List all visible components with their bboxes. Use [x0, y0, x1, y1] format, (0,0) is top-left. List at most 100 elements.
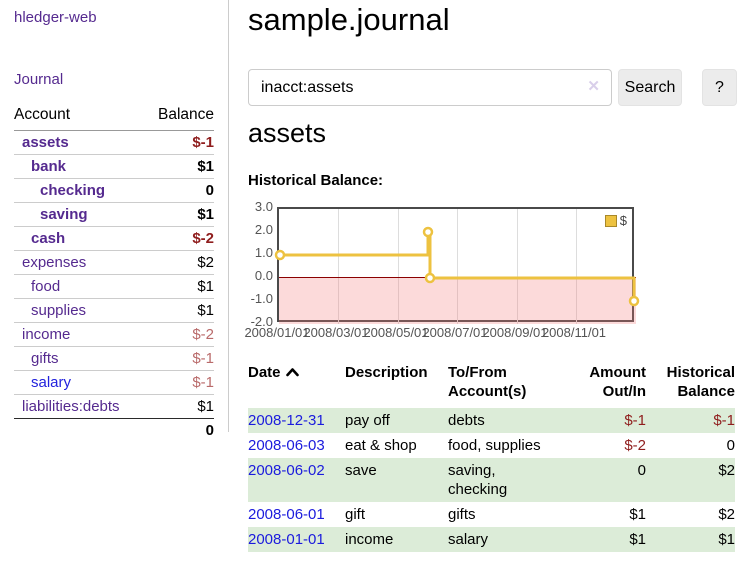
y-tick-label: -2.0 — [250, 314, 273, 329]
app-title-link[interactable]: hledger-web — [14, 9, 97, 26]
description-cell: pay off — [345, 412, 390, 429]
account-balance: 0 — [144, 178, 214, 203]
date-link[interactable]: 2008-06-01 — [248, 506, 325, 523]
account-row: cash $-2 — [14, 226, 214, 251]
account-link-cash[interactable]: cash — [31, 230, 66, 247]
account-balance: $2 — [144, 250, 214, 275]
balance-cell: $-1 — [713, 412, 735, 429]
account-row: salary $-1 — [14, 370, 214, 395]
account-row: supplies $1 — [14, 298, 214, 323]
gridline — [338, 209, 339, 324]
amount-cell: $1 — [629, 506, 646, 523]
chart-plot-area: $ — [274, 207, 640, 324]
date-link[interactable]: 2008-01-01 — [248, 531, 325, 548]
accounts-cell: salary — [448, 531, 489, 548]
account-balance: $-1 — [144, 370, 214, 395]
x-tick-label: 2008/09/01 — [482, 325, 548, 340]
account-heading: assets — [248, 118, 327, 148]
series-label: $ — [619, 213, 627, 228]
y-tick-label: 2.0 — [254, 222, 273, 237]
search-button[interactable]: Search — [618, 69, 682, 106]
search-form: ✕ Search ? — [248, 69, 742, 106]
account-link-saving[interactable]: saving — [40, 206, 88, 223]
accounts-header-balance: Balance — [144, 103, 214, 131]
description-cell: eat & shop — [345, 437, 417, 454]
accounts-cell: gifts — [448, 506, 476, 523]
register-header-balance: Historical Balance — [666, 364, 735, 400]
account-balance: $-2 — [144, 322, 214, 347]
y-tick-label: 3.0 — [254, 199, 273, 214]
balance-cell: $2 — [718, 506, 735, 523]
gridline — [517, 209, 518, 324]
register-row: 2008-06-01 gift gifts $1 $2 — [248, 502, 735, 527]
sidebar-divider — [228, 0, 229, 432]
balance-cell: $2 — [718, 462, 735, 479]
register-header-description: Description — [345, 364, 428, 381]
account-balance: $-1 — [144, 346, 214, 371]
search-input[interactable] — [248, 69, 612, 106]
account-balance: $1 — [144, 298, 214, 323]
gridline — [398, 209, 399, 324]
account-link-expenses[interactable]: expenses — [22, 254, 87, 271]
account-row: saving $1 — [14, 202, 214, 227]
date-link[interactable]: 2008-06-03 — [248, 437, 325, 454]
balance-cell: 0 — [726, 437, 735, 454]
account-row: assets $-1 — [14, 130, 214, 155]
x-tick-label: 2008/01/01 — [244, 325, 310, 340]
account-balance: $-2 — [144, 226, 214, 251]
account-link-gifts[interactable]: gifts — [31, 350, 59, 367]
description-cell: gift — [345, 506, 366, 523]
x-tick-label: 2008/07/01 — [422, 325, 488, 340]
y-tick-label: -1.0 — [250, 291, 273, 306]
x-tick-label: 2008/05/01 — [363, 325, 429, 340]
register-header-row: Date Description To/From Account(s) Amou… — [248, 363, 735, 408]
register-row: 2008-06-02 save saving, checking 0 $2 — [248, 458, 735, 502]
account-link-liabilities-debts[interactable]: liabilities:debts — [22, 398, 120, 415]
account-link-assets[interactable]: assets — [22, 134, 69, 151]
account-balance: $1 — [144, 154, 214, 179]
y-tick-label: 1.0 — [254, 245, 273, 260]
historical-balance-chart: 3.0 2.0 1.0 0.0 -1.0 -2.0 — [244, 199, 668, 345]
date-link[interactable]: 2008-12-31 — [248, 412, 325, 429]
amount-cell: $1 — [629, 531, 646, 548]
register-row: 2008-01-01 income salary $1 $1 — [248, 527, 735, 552]
register-header-amount: Amount Out/In — [589, 364, 646, 400]
account-link-salary[interactable]: salary — [31, 374, 72, 391]
account-link-income[interactable]: income — [22, 326, 71, 343]
accounts-cell: debts — [448, 412, 485, 429]
chart-legend: $ — [602, 212, 629, 229]
amount-cell: 0 — [637, 462, 646, 479]
account-balance: $1 — [144, 274, 214, 299]
account-link-checking[interactable]: checking — [40, 182, 106, 199]
account-link-supplies[interactable]: supplies — [31, 302, 87, 319]
account-link-bank[interactable]: bank — [31, 158, 67, 175]
amount-cell: $-1 — [624, 412, 646, 429]
help-button[interactable]: ? — [702, 69, 737, 106]
description-cell: save — [345, 462, 377, 479]
date-link[interactable]: 2008-06-02 — [248, 462, 325, 479]
sidebar-item-journal[interactable]: Journal — [14, 71, 64, 88]
register-header-date[interactable]: Date — [248, 363, 345, 408]
accounts-balance-table: Account Balance assets $-1 bank $1 check… — [14, 103, 214, 442]
accounts-total-value: 0 — [205, 422, 214, 439]
sort-ascending-icon — [285, 363, 299, 382]
account-row: bank $1 — [14, 154, 214, 179]
x-tick-label: 2008/11/01 — [541, 325, 607, 340]
accounts-cell: saving, checking — [448, 462, 508, 498]
negative-region-shading — [279, 278, 636, 324]
y-tick-label: 0.0 — [254, 268, 273, 283]
amount-cell: $-2 — [624, 437, 646, 454]
account-row: expenses $2 — [14, 250, 214, 275]
accounts-header-account: Account — [14, 103, 145, 131]
register-row: 2008-12-31 pay off debts $-1 $-1 — [248, 408, 735, 433]
balance-step-line — [274, 226, 640, 307]
gridline — [457, 209, 458, 324]
register-row: 2008-06-03 eat & shop food, supplies $-2… — [248, 433, 735, 458]
series-swatch-icon — [604, 214, 617, 227]
clear-search-icon[interactable]: ✕ — [587, 78, 600, 95]
chart-title: Historical Balance: — [248, 172, 384, 189]
account-link-food[interactable]: food — [31, 278, 61, 295]
account-balance: $1 — [144, 394, 214, 419]
account-row: food $1 — [14, 274, 214, 299]
